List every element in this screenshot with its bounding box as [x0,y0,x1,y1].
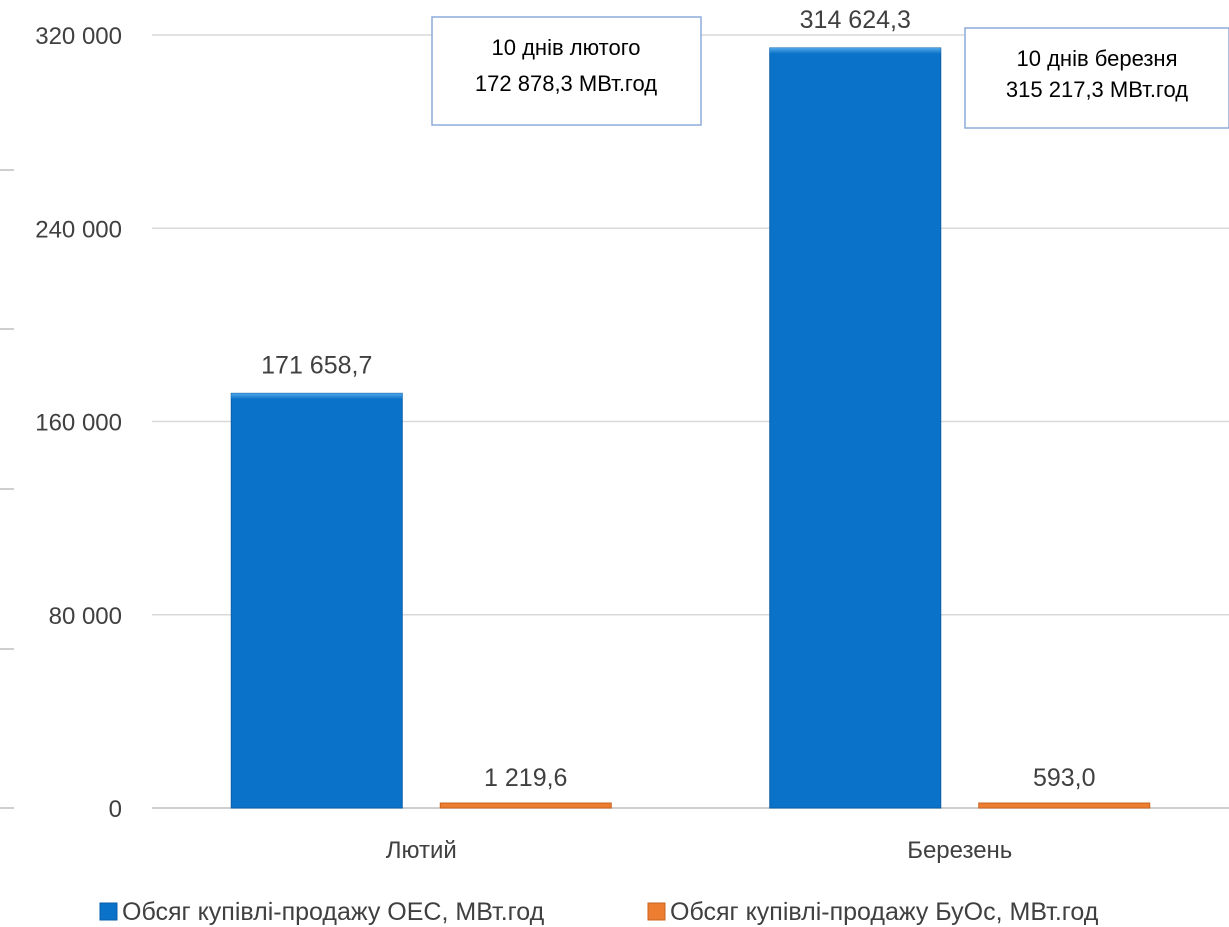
x-axis-categories: Лютий Березень [386,837,1013,864]
legend-swatch [99,902,118,921]
bar-buos [978,802,1151,809]
annotation-box [964,27,1229,129]
y-tick-label: 240 000 [35,216,122,243]
x-category-label: Березень [907,837,1012,864]
y-tick-label: 320 000 [35,23,122,50]
data-label: 314 624,3 [800,6,911,34]
y-tick-label: 80 000 [49,603,122,630]
legend-label: Обсяг купівлі-продажу БуОс, МВт.год [670,898,1099,926]
annotation-box [431,16,702,126]
annotation-text: 172 878,3 МВт.год [475,71,657,96]
data-label: 593,0 [1033,764,1096,792]
data-labels: 171 658,7 1 219,6 314 624,3 593,0 [261,6,1095,792]
legend-swatch [647,902,666,921]
bar-oes-top-bevel [769,47,941,54]
bars [230,47,1151,809]
x-category-label: Лютий [386,837,457,864]
bar-oes [230,392,403,809]
bar-oes [769,47,942,809]
annotation-text: 10 днів лютого [492,35,641,60]
annotation-text: 10 днів березня [1017,46,1178,71]
annotation-text: 315 217,3 МВт.год [1006,77,1188,102]
y-axis-ticks: 0 80 000 160 000 240 000 320 000 [35,23,122,823]
data-label: 1 219,6 [484,764,567,792]
legend: Обсяг купівлі-продажу ОЕС, МВт.год Обсяг … [99,898,1099,926]
y-tick-label: 160 000 [35,410,122,437]
legend-label: Обсяг купівлі-продажу ОЕС, МВт.год [122,898,545,926]
y-tick-label: 0 [109,796,122,823]
annotations: 10 днів лютого 172 878,3 МВт.год 10 днів б… [431,16,1229,129]
bar-oes-top-bevel [231,393,403,400]
data-label: 171 658,7 [261,351,372,379]
bar-buos [439,802,612,809]
gridlines [0,34,1229,809]
